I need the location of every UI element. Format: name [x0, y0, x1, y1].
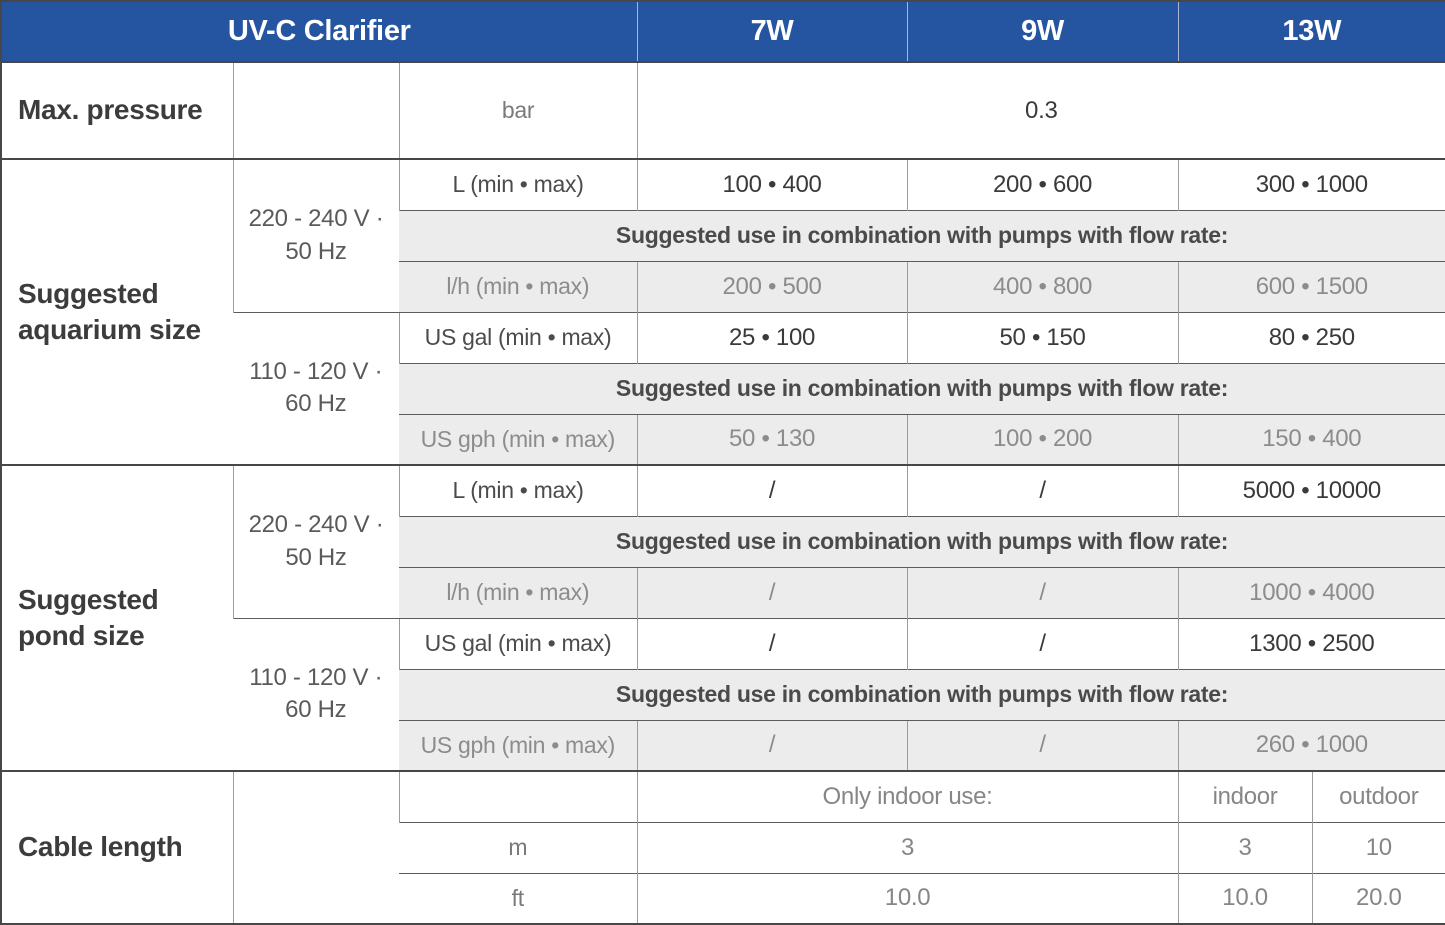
flow-note: Suggested use in combination with pumps … [399, 668, 1445, 720]
voltage-line2: 50 Hz [285, 237, 347, 265]
unit-label: US gal (min • max) [398, 311, 638, 363]
voltage-line1: 110 - 120 V · [249, 663, 383, 691]
header-col-13w: 13W [1177, 1, 1445, 62]
cable-row-m: m 3 3 10 [1, 821, 1445, 873]
aquarium-label-line2: aquarium size [18, 314, 201, 345]
voltage-line1: 220 - 240 V · [248, 511, 384, 539]
pond-label-line1: Suggested [18, 583, 159, 615]
spec-value-7w: / [636, 566, 908, 618]
header-row: UV-C Clarifier 7W 9W 13W [1, 1, 1445, 62]
flow-note-row: Suggested use in combination with pumps … [1, 362, 1445, 414]
voltage-cell-220: 220 - 240 V · 50 Hz [232, 464, 399, 618]
spec-value-13w: 150 • 400 [1177, 413, 1445, 465]
flow-note: Suggested use in combination with pumps … [399, 362, 1445, 414]
spec-value-9w: 50 • 150 [906, 311, 1179, 363]
flow-note: Suggested use in combination with pumps … [399, 209, 1445, 261]
unit-label: US gal (min • max) [398, 617, 638, 669]
voltage-line1: 110 - 120 V · [249, 357, 383, 385]
spec-value-9w: 200 • 600 [906, 158, 1179, 210]
unit-label: US gph (min • max) [399, 719, 638, 771]
unit-label: l/h (min • max) [399, 260, 638, 312]
spec-value-13w: 5000 • 10000 [1177, 464, 1445, 516]
cable-value-indoor: 10.0 [1177, 872, 1313, 924]
cable-header-row: Cable length Only indoor use: indoor out… [1, 770, 1445, 924]
pond-volume-row-110: 110 - 120 V · 60 Hz US gal (min • max) /… [1, 617, 1445, 771]
voltage-cell-220: 220 - 240 V · 50 Hz [232, 158, 399, 312]
spec-value-13w: 1000 • 4000 [1177, 566, 1445, 618]
spec-value-7w: 50 • 130 [636, 413, 908, 465]
spec-value-13w: 80 • 250 [1177, 311, 1445, 363]
spec-value-9w: / [906, 719, 1179, 771]
max-pressure-row: Max. pressure bar 0.3 [1, 61, 1445, 159]
flow-note-row: Suggested use in combination with pumps … [1, 668, 1445, 720]
unit-label: L (min • max) [398, 464, 638, 516]
spec-value-9w: / [906, 464, 1179, 516]
unit-label: US gph (min • max) [399, 413, 638, 465]
spec-value-13w: 300 • 1000 [1177, 158, 1445, 210]
pond-label-line2: pond size [18, 620, 145, 651]
voltage-line1: 220 - 240 V · [248, 205, 384, 233]
aquarium-flow-row-220: l/h (min • max) 200 • 500 400 • 800 600 … [1, 260, 1445, 312]
spec-value-7w: / [636, 464, 908, 516]
spec-value-9w: 100 • 200 [906, 413, 1179, 465]
cable-length-label: Cable length [1, 770, 233, 924]
flow-note-row: Suggested use in combination with pumps … [1, 515, 1445, 567]
aquarium-volume-row-220: Suggested aquarium size 220 - 240 V · 50… [1, 158, 1445, 465]
spec-value-7w: 200 • 500 [636, 260, 908, 312]
empty-cell [232, 61, 399, 159]
aquarium-size-label: Suggested aquarium size [1, 158, 233, 465]
max-pressure-value: 0.3 [636, 61, 1445, 159]
flow-note: Suggested use in combination with pumps … [399, 515, 1445, 567]
aquarium-flow-row-110: US gph (min • max) 50 • 130 100 • 200 15… [1, 413, 1445, 465]
voltage-line2: 60 Hz [285, 390, 347, 418]
cable-row-ft: ft 10.0 10.0 20.0 [1, 872, 1445, 924]
spec-value-7w: / [636, 617, 908, 669]
spec-value-7w: 100 • 400 [636, 158, 908, 210]
pond-flow-row-110: US gph (min • max) / / 260 • 1000 [1, 719, 1445, 771]
header-col-9w: 9W [906, 1, 1179, 62]
voltage-line2: 60 Hz [285, 696, 347, 724]
spec-value-13w: 260 • 1000 [1177, 719, 1445, 771]
pond-volume-row-220: Suggested pond size 220 - 240 V · 50 Hz … [1, 464, 1445, 771]
spec-value-9w: / [906, 617, 1179, 669]
empty-cell [232, 770, 399, 924]
empty-cell [398, 770, 638, 822]
cable-value-main: 3 [636, 821, 1179, 873]
voltage-cell-110: 110 - 120 V · 60 Hz [233, 617, 399, 771]
spec-value-7w: 25 • 100 [636, 311, 908, 363]
spec-value-9w: / [906, 566, 1179, 618]
spec-value-7w: / [636, 719, 908, 771]
cable-value-indoor: 3 [1177, 821, 1313, 873]
spec-value-13w: 600 • 1500 [1177, 260, 1445, 312]
aquarium-volume-row-110: 110 - 120 V · 60 Hz US gal (min • max) 2… [1, 311, 1445, 465]
pond-flow-row-220: l/h (min • max) / / 1000 • 4000 [1, 566, 1445, 618]
unit-label: ft [399, 872, 638, 924]
table-title: UV-C Clarifier [1, 1, 638, 62]
spec-value-9w: 400 • 800 [906, 260, 1179, 312]
unit-label: l/h (min • max) [399, 566, 638, 618]
max-pressure-label: Max. pressure [1, 61, 233, 159]
cable-value-outdoor: 20.0 [1311, 872, 1445, 924]
flow-note-row: Suggested use in combination with pumps … [1, 209, 1445, 261]
cable-value-main: 10.0 [636, 872, 1179, 924]
cable-value-outdoor: 10 [1311, 821, 1445, 873]
pond-size-label: Suggested pond size [1, 464, 233, 771]
max-pressure-unit: bar [398, 61, 638, 159]
unit-label: L (min • max) [398, 158, 638, 210]
aquarium-label-line1: Suggested [18, 277, 159, 309]
voltage-line2: 50 Hz [285, 543, 347, 571]
voltage-cell-110: 110 - 120 V · 60 Hz [233, 311, 399, 465]
unit-label: m [399, 821, 638, 873]
cable-outdoor-header: outdoor [1311, 770, 1445, 822]
cable-indoor-header: indoor [1177, 770, 1313, 822]
spec-value-13w: 1300 • 2500 [1177, 617, 1445, 669]
header-col-7w: 7W [636, 1, 908, 62]
cable-note: Only indoor use: [636, 770, 1179, 822]
